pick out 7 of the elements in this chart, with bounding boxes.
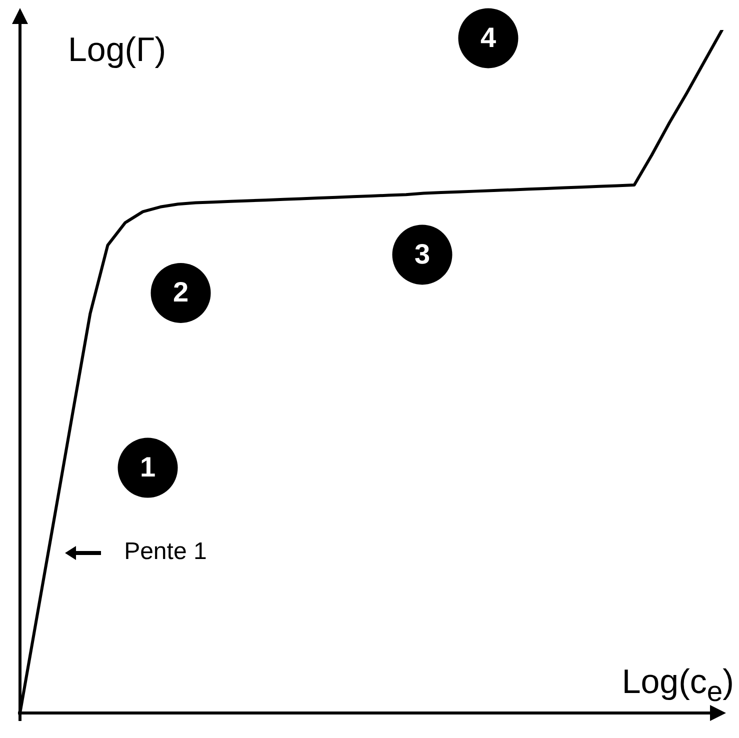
annotation: 1 [140, 452, 156, 483]
x-axis-title: Log(c$_{e}$) [622, 663, 734, 708]
annotation: Pente 1 [124, 538, 207, 566]
annotation: 2 [172, 276, 189, 308]
y-axis-title: Log(Γ) [68, 31, 166, 69]
annotation: 3 [414, 238, 430, 270]
annotation: 4 [480, 22, 496, 53]
